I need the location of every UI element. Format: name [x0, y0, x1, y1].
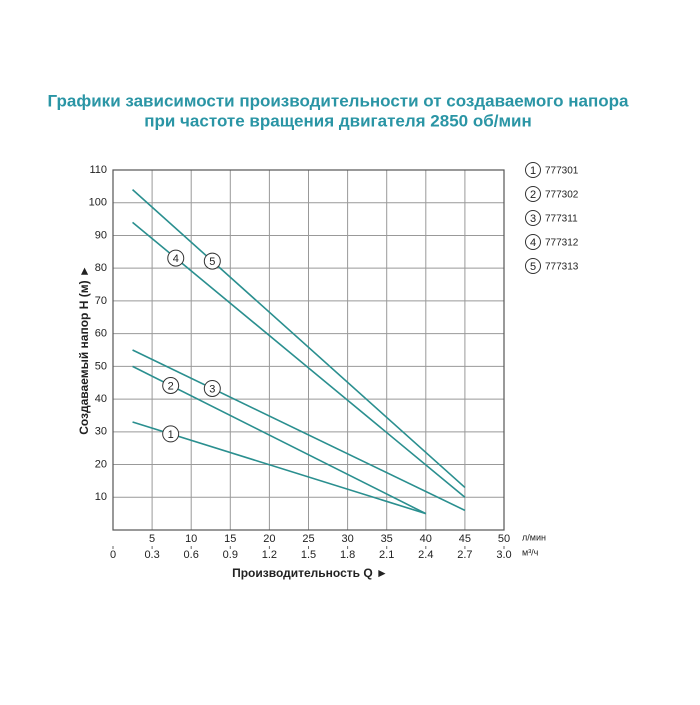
- legend-badge-label: 4: [530, 237, 536, 249]
- x2-unit: м³/ч: [522, 547, 539, 557]
- x-tick-label: 5: [149, 533, 155, 545]
- legend-label: 777311: [545, 214, 578, 225]
- legend-badge-label: 3: [530, 213, 536, 225]
- y-tick-label: 80: [95, 262, 107, 274]
- x2-tick-label: 2.7: [457, 549, 472, 561]
- legend-label: 777313: [545, 262, 579, 273]
- legend-label: 777312: [545, 238, 579, 249]
- series-badge: [203, 379, 221, 397]
- x2-tick-label: 1.5: [301, 549, 316, 561]
- x-unit: л/мин: [522, 532, 546, 542]
- x-tick-label: 25: [302, 533, 314, 545]
- x-tick-label: 15: [224, 533, 236, 545]
- series-line: [132, 221, 466, 498]
- series-badge-label: 4: [173, 253, 179, 265]
- y-tick-label: 110: [89, 164, 107, 176]
- x2-tick-label: 0.9: [223, 549, 238, 561]
- x-tick-label: 35: [381, 533, 393, 545]
- series-badge: [162, 377, 180, 395]
- series-badge-label: 5: [209, 256, 215, 268]
- legend-badge: [525, 162, 541, 178]
- x-tick-label: 45: [459, 533, 471, 545]
- series-badge-label: 3: [209, 383, 215, 395]
- y-tick-label: 60: [95, 328, 107, 340]
- y-tick-label: 30: [95, 426, 107, 438]
- series-badge: [167, 249, 185, 267]
- y-tick-label: 100: [89, 197, 107, 209]
- plot-frame: [112, 169, 505, 531]
- series-line: [132, 189, 466, 489]
- x2-tick-label: 2.4: [418, 549, 433, 561]
- series-badge-label: 2: [168, 380, 174, 392]
- legend-badge-label: 1: [530, 165, 536, 177]
- y-axis-label: Создаваемый напор H (м) ►: [77, 265, 91, 435]
- y-tick-label: 50: [95, 360, 107, 372]
- x2-tick-label: 1.2: [262, 549, 277, 561]
- series-line: [132, 421, 427, 515]
- y-tick-label: 70: [95, 295, 107, 307]
- series-badge: [162, 425, 180, 443]
- series-line: [132, 349, 466, 512]
- legend-badge-label: 2: [530, 189, 536, 201]
- legend-label: 777302: [545, 190, 579, 201]
- legend-label: 777301: [545, 166, 579, 177]
- y-tick-label: 10: [95, 491, 107, 503]
- legend-badge: [525, 210, 541, 226]
- x-tick-label: 20: [263, 533, 275, 545]
- legend-badge-label: 5: [530, 261, 536, 273]
- series-badge-label: 1: [168, 429, 174, 441]
- chart-subtitle: при частоте вращения двигателя 2850 об/м…: [144, 111, 532, 130]
- x2-tick-label: 0.3: [144, 549, 159, 561]
- x2-tick-label: 1.8: [340, 549, 355, 561]
- legend-badge: [525, 258, 541, 274]
- y-tick-label: 20: [95, 458, 107, 470]
- x-axis-label: Производительность Q ►: [232, 566, 388, 580]
- y-tick-label: 90: [95, 229, 107, 241]
- x-tick-label: 30: [341, 533, 353, 545]
- x2-tick-label: 0.6: [184, 549, 199, 561]
- x2-tick-label: 2.1: [379, 549, 394, 561]
- x-tick-label: 10: [185, 533, 197, 545]
- x2-tick-label: 0: [110, 549, 116, 561]
- chart-title: Графики зависимости производительности о…: [48, 91, 629, 110]
- x-tick-label: 40: [420, 533, 432, 545]
- y-tick-label: 40: [95, 393, 107, 405]
- x-tick-label: 50: [498, 533, 510, 545]
- series-line: [132, 365, 427, 515]
- x2-tick-label: 3.0: [496, 549, 511, 561]
- series-badge: [203, 252, 221, 270]
- legend-badge: [525, 186, 541, 202]
- legend-badge: [525, 234, 541, 250]
